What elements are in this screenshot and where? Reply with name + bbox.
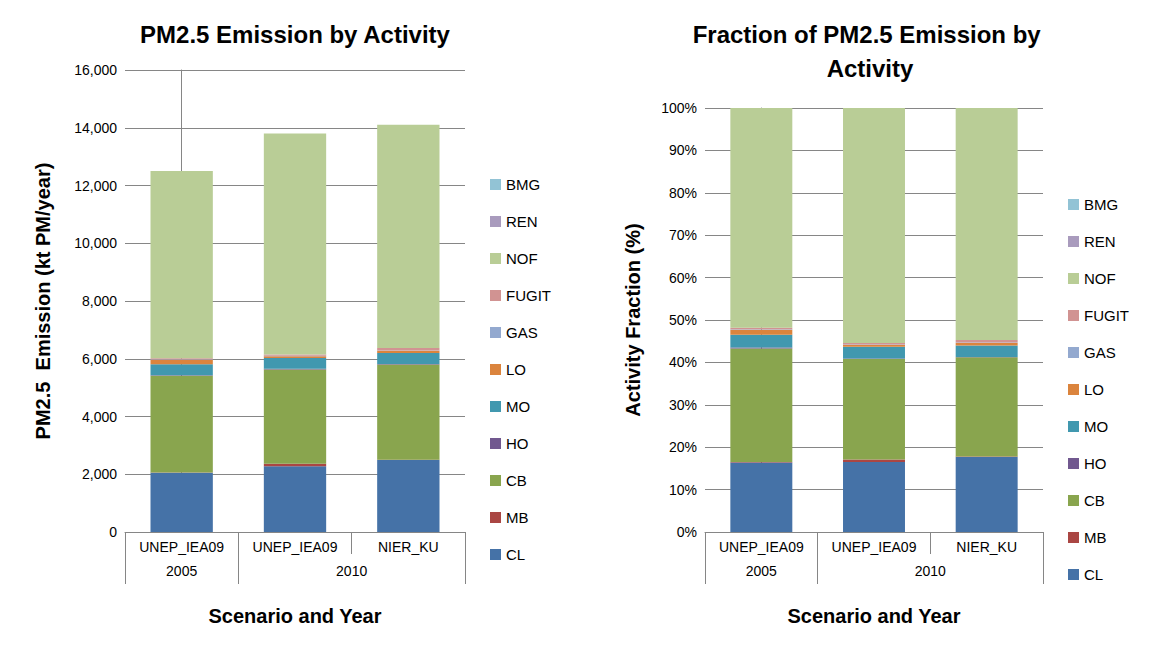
svg-text:16,000: 16,000 — [74, 62, 117, 78]
svg-text:12,000: 12,000 — [74, 178, 117, 194]
svg-text:70%: 70% — [669, 227, 697, 243]
svg-text:NIER_KU: NIER_KU — [956, 539, 1017, 555]
svg-text:GAS: GAS — [506, 324, 538, 341]
svg-text:MB: MB — [1084, 529, 1107, 546]
svg-text:REN: REN — [506, 213, 538, 230]
svg-text:14,000: 14,000 — [74, 120, 117, 136]
svg-text:2005: 2005 — [166, 563, 197, 579]
svg-text:80%: 80% — [669, 185, 697, 201]
svg-text:HO: HO — [1084, 455, 1107, 472]
svg-text:PM2.5 Emission (kt PM/year): PM2.5 Emission (kt PM/year) — [32, 163, 54, 440]
svg-text:CB: CB — [1084, 492, 1105, 509]
svg-text:BMG: BMG — [506, 176, 540, 193]
svg-text:FUGIT: FUGIT — [1084, 307, 1129, 324]
svg-text:UNEP_IEA09: UNEP_IEA09 — [139, 539, 224, 555]
svg-text:0: 0 — [109, 524, 117, 540]
svg-text:10,000: 10,000 — [74, 235, 117, 251]
svg-text:2010: 2010 — [915, 563, 946, 579]
svg-text:MB: MB — [506, 509, 529, 526]
svg-text:100%: 100% — [661, 100, 697, 116]
svg-text:50%: 50% — [669, 312, 697, 328]
svg-text:FUGIT: FUGIT — [506, 287, 551, 304]
svg-text:HO: HO — [506, 435, 529, 452]
svg-text:MO: MO — [506, 398, 530, 415]
svg-text:PM2.5 Emission by Activity: PM2.5 Emission by Activity — [140, 21, 451, 48]
svg-text:LO: LO — [1084, 381, 1104, 398]
svg-text:Activity Fraction (%): Activity Fraction (%) — [622, 223, 644, 416]
svg-text:UNEP_IEA09: UNEP_IEA09 — [832, 539, 917, 555]
svg-text:UNEP_IEA09: UNEP_IEA09 — [719, 539, 804, 555]
svg-text:Fraction of PM2.5 Emission by: Fraction of PM2.5 Emission by — [693, 21, 1048, 48]
svg-text:REN: REN — [1084, 233, 1116, 250]
svg-text:90%: 90% — [669, 142, 697, 158]
svg-text:NIER_KU: NIER_KU — [378, 539, 439, 555]
svg-text:NOF: NOF — [506, 250, 538, 267]
svg-text:Activity: Activity — [827, 55, 914, 82]
svg-text:CB: CB — [506, 472, 527, 489]
svg-text:UNEP_IEA09: UNEP_IEA09 — [253, 539, 338, 555]
svg-text:2,000: 2,000 — [82, 466, 117, 482]
svg-text:Scenario and Year: Scenario and Year — [208, 605, 381, 627]
svg-text:CL: CL — [1084, 566, 1103, 583]
svg-text:6,000: 6,000 — [82, 351, 117, 367]
svg-text:40%: 40% — [669, 354, 697, 370]
svg-text:0%: 0% — [677, 524, 697, 540]
svg-text:60%: 60% — [669, 270, 697, 286]
svg-text:BMG: BMG — [1084, 196, 1118, 213]
svg-text:30%: 30% — [669, 397, 697, 413]
svg-text:NOF: NOF — [1084, 270, 1116, 287]
svg-text:GAS: GAS — [1084, 344, 1116, 361]
svg-text:Scenario and Year: Scenario and Year — [787, 605, 960, 627]
svg-text:CL: CL — [506, 546, 525, 563]
svg-text:8,000: 8,000 — [82, 293, 117, 309]
svg-text:10%: 10% — [669, 482, 697, 498]
svg-text:MO: MO — [1084, 418, 1108, 435]
svg-text:LO: LO — [506, 361, 526, 378]
svg-text:4,000: 4,000 — [82, 409, 117, 425]
svg-text:20%: 20% — [669, 439, 697, 455]
svg-text:2010: 2010 — [336, 563, 367, 579]
svg-text:2005: 2005 — [746, 563, 777, 579]
